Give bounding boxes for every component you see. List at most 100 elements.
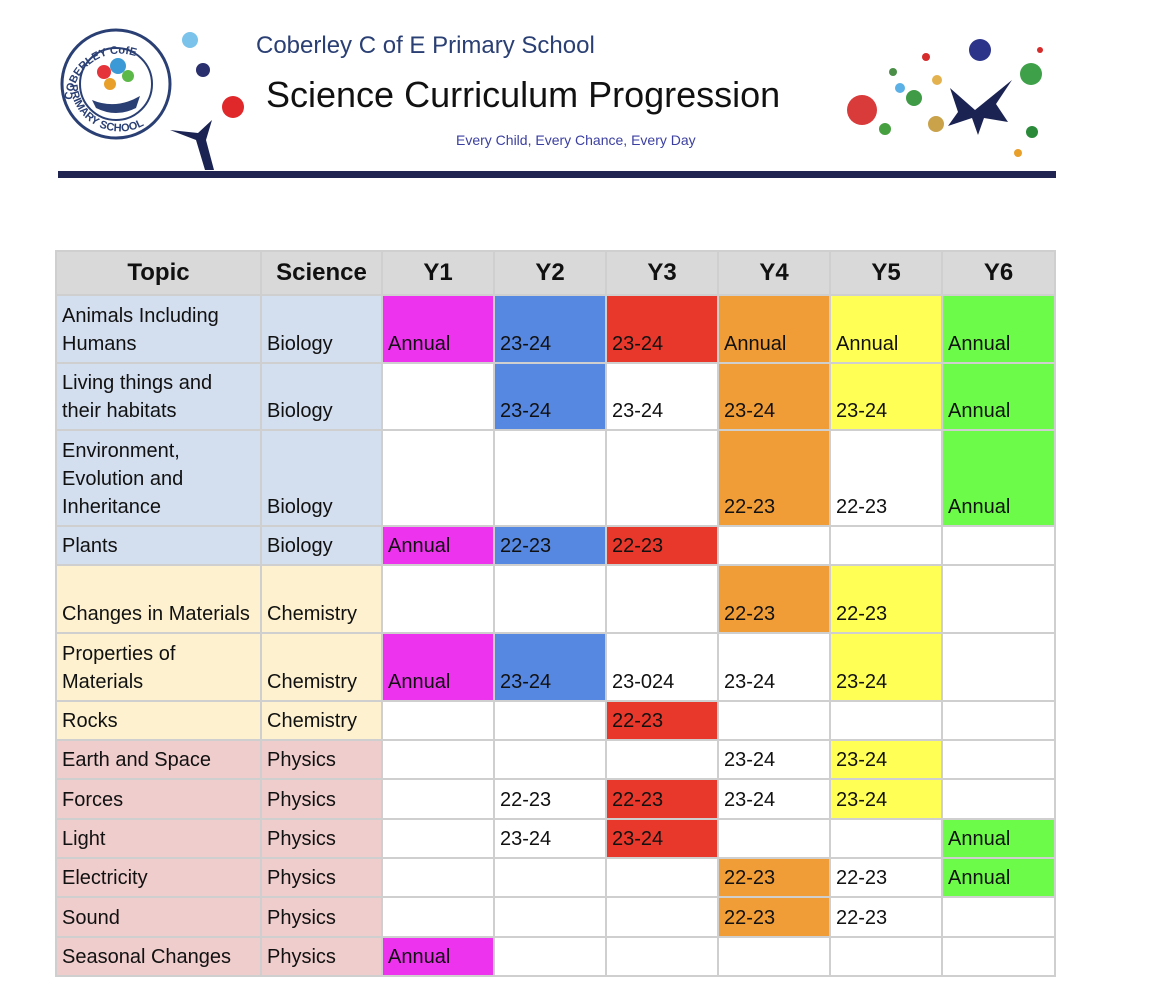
tagline: Every Child, Every Chance, Every Day [456,132,696,148]
year-cell: Annual [941,294,1056,364]
year-cell: 23-24 [493,632,607,702]
year-cell: 22-23 [493,525,607,566]
column-header: Topic [55,250,262,296]
table-body: Animals Including Humans Biology Annual 23-… [55,294,1056,977]
deco-butterfly [948,80,1012,135]
deco-dot [969,39,991,61]
year-cell: Annual [941,362,1056,431]
science-cell: Physics [260,778,383,820]
table-row: Sound Physics 22-23 22-23 [55,896,1056,938]
year-cell [829,818,943,859]
year-cell: 22-23 [605,525,719,566]
deco-dot [1037,47,1043,53]
deco-dot [847,95,877,125]
year-cell [493,564,607,634]
year-cell [829,525,943,566]
table-row: Rocks Chemistry 22-23 [55,700,1056,741]
table-row: Environment, Evolution and Inheritance Bi… [55,429,1056,527]
column-header: Y6 [941,250,1056,296]
year-cell: 22-23 [829,564,943,634]
year-cell: 22-23 [493,778,607,820]
topic-cell: Properties of Materials [55,632,262,702]
year-cell: 22-23 [717,896,831,938]
column-header: Y2 [493,250,607,296]
year-cell [493,857,607,898]
year-cell: 23-24 [717,778,831,820]
science-cell: Physics [260,936,383,977]
science-cell: Physics [260,739,383,780]
topic-cell: Living things and their habitats [55,362,262,431]
topic-cell: Environment, Evolution and Inheritance [55,429,262,527]
deco-dot [182,32,198,48]
column-header: Y5 [829,250,943,296]
deco-dot [895,83,905,93]
table-row: Light Physics 23-24 23-24 Annual [55,818,1056,859]
science-cell: Chemistry [260,700,383,741]
column-header: Y4 [717,250,831,296]
topic-cell: Rocks [55,700,262,741]
topic-cell: Forces [55,778,262,820]
deco-dot [1014,149,1022,157]
year-cell: 23-24 [829,739,943,780]
year-cell: 23-024 [605,632,719,702]
year-cell [829,936,943,977]
year-cell: Annual [941,857,1056,898]
year-cell [381,700,495,741]
logo-dot [110,58,126,74]
year-cell [493,936,607,977]
year-cell [717,818,831,859]
year-cell [605,739,719,780]
year-cell [941,739,1056,780]
table-row: Seasonal Changes Physics Annual [55,936,1056,977]
year-cell: 23-24 [829,778,943,820]
header-row: Topic Science Y1 Y2 Y3 Y4 Y5 Y6 [55,250,1056,296]
table-row: Changes in Materials Chemistry 22-23 22-23 [55,564,1056,634]
year-cell: 23-24 [829,632,943,702]
year-cell [941,936,1056,977]
year-cell: 22-23 [829,896,943,938]
science-cell: Physics [260,818,383,859]
deco-dot [932,75,942,85]
year-cell: 23-24 [717,362,831,431]
science-cell: Biology [260,429,383,527]
year-cell [381,896,495,938]
science-cell: Biology [260,362,383,431]
science-cell: Chemistry [260,632,383,702]
table-row: Properties of Materials Chemistry Annual 23… [55,632,1056,702]
science-cell: Physics [260,857,383,898]
year-cell [941,700,1056,741]
year-cell: 22-23 [605,778,719,820]
topic-cell: Electricity [55,857,262,898]
logo-dot [104,78,116,90]
year-cell: Annual [381,632,495,702]
year-cell [717,700,831,741]
topic-cell: Earth and Space [55,739,262,780]
page-title: Science Curriculum Progression [266,74,781,115]
topic-cell: Animals Including Humans [55,294,262,364]
year-cell [941,564,1056,634]
deco-dot [922,53,930,61]
logo-inner-ring [79,47,153,121]
year-cell [381,778,495,820]
deco-dot [196,63,210,77]
year-cell: 23-24 [493,818,607,859]
deco-dot [222,96,244,118]
year-cell: Annual [381,294,495,364]
year-cell [493,429,607,527]
year-cell: 23-24 [717,632,831,702]
deco-dot [889,68,897,76]
year-cell [381,429,495,527]
year-cell [381,362,495,431]
logo-dot [97,65,111,79]
table-row: Electricity Physics 22-23 22-23 Annual [55,857,1056,898]
topic-cell: Plants [55,525,262,566]
topic-cell: Light [55,818,262,859]
deco-dot [928,116,944,132]
header-rule [58,171,1056,178]
deco-dot [906,90,922,106]
year-cell: 22-23 [717,564,831,634]
deco-dot [879,123,891,135]
year-cell: Annual [381,936,495,977]
